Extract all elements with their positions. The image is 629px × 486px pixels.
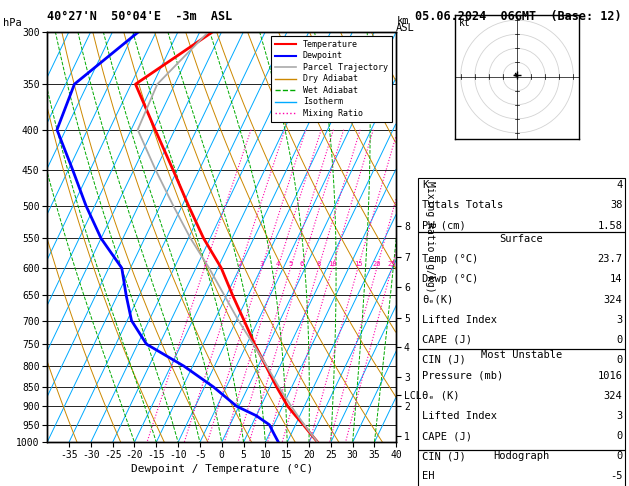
Text: CAPE (J): CAPE (J) — [423, 431, 472, 441]
Text: 4: 4 — [276, 261, 280, 267]
Text: CAPE (J): CAPE (J) — [423, 335, 472, 345]
Text: hPa: hPa — [3, 18, 22, 29]
Text: 324: 324 — [604, 391, 623, 401]
Text: 5: 5 — [289, 261, 293, 267]
Text: Hodograph: Hodograph — [493, 451, 550, 461]
Text: PW (cm): PW (cm) — [423, 221, 466, 230]
Text: 1.58: 1.58 — [598, 221, 623, 230]
Text: 6: 6 — [299, 261, 304, 267]
Text: -5: -5 — [610, 471, 623, 482]
Text: 0: 0 — [616, 431, 623, 441]
Text: K: K — [423, 180, 429, 190]
Text: 0: 0 — [616, 355, 623, 365]
Text: 15: 15 — [354, 261, 362, 267]
Text: CIN (J): CIN (J) — [423, 355, 466, 365]
Bar — [418, 232, 625, 349]
Text: km: km — [396, 16, 409, 26]
Text: 23.7: 23.7 — [598, 254, 623, 264]
Text: Surface: Surface — [499, 234, 543, 244]
Text: 0: 0 — [616, 451, 623, 461]
Text: 8: 8 — [316, 261, 321, 267]
Text: kt: kt — [459, 18, 470, 28]
Text: 3: 3 — [260, 261, 264, 267]
Text: Temp (°C): Temp (°C) — [423, 254, 479, 264]
Text: Lifted Index: Lifted Index — [423, 411, 498, 421]
Text: EH: EH — [423, 471, 435, 482]
Text: 3: 3 — [616, 411, 623, 421]
Text: Dewp (°C): Dewp (°C) — [423, 275, 479, 284]
Text: 324: 324 — [604, 295, 623, 305]
Text: 2: 2 — [238, 261, 242, 267]
Text: Most Unstable: Most Unstable — [481, 350, 562, 361]
Text: 14: 14 — [610, 275, 623, 284]
Text: θₑ(K): θₑ(K) — [423, 295, 454, 305]
Legend: Temperature, Dewpoint, Parcel Trajectory, Dry Adiabat, Wet Adiabat, Isotherm, Mi: Temperature, Dewpoint, Parcel Trajectory… — [271, 36, 392, 122]
Text: 4: 4 — [616, 180, 623, 190]
Text: θₑ (K): θₑ (K) — [423, 391, 460, 401]
Text: 40°27'N  50°04'E  -3m  ASL: 40°27'N 50°04'E -3m ASL — [47, 10, 233, 23]
Text: 38: 38 — [610, 200, 623, 210]
Text: 25: 25 — [387, 261, 396, 267]
Bar — [418, 178, 625, 232]
Text: ASL: ASL — [396, 23, 415, 34]
Bar — [418, 450, 625, 486]
Bar — [418, 349, 625, 450]
Text: 05.06.2024  06GMT  (Base: 12): 05.06.2024 06GMT (Base: 12) — [415, 10, 621, 23]
Text: CIN (J): CIN (J) — [423, 451, 466, 461]
Text: 1016: 1016 — [598, 371, 623, 381]
Text: 10: 10 — [328, 261, 337, 267]
X-axis label: Dewpoint / Temperature (°C): Dewpoint / Temperature (°C) — [131, 464, 313, 474]
Text: Lifted Index: Lifted Index — [423, 315, 498, 325]
Text: Pressure (mb): Pressure (mb) — [423, 371, 504, 381]
Text: 20: 20 — [373, 261, 381, 267]
Text: Totals Totals: Totals Totals — [423, 200, 504, 210]
Text: 0: 0 — [616, 335, 623, 345]
Text: 3: 3 — [616, 315, 623, 325]
Text: 1: 1 — [203, 261, 207, 267]
Y-axis label: Mixing Ratio (g/kg): Mixing Ratio (g/kg) — [425, 181, 435, 293]
